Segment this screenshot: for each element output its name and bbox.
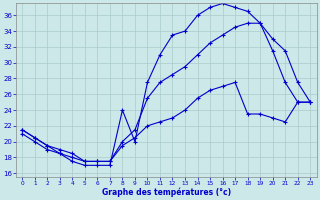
X-axis label: Graphe des températures (°c): Graphe des températures (°c) <box>102 187 231 197</box>
